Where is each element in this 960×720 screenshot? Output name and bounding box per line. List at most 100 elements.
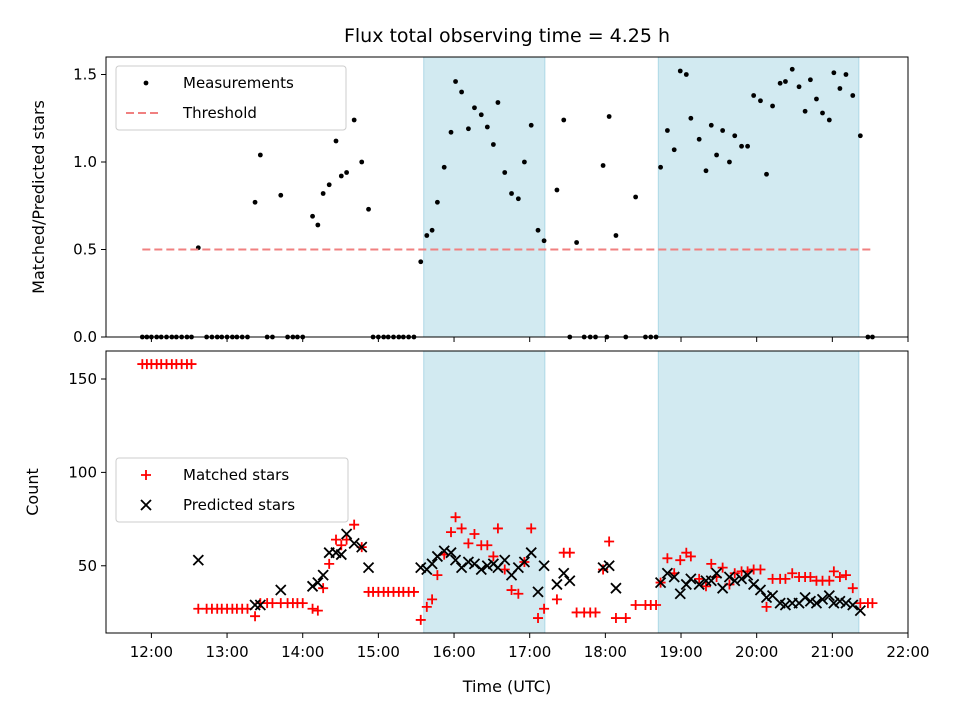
data-point (499, 564, 510, 575)
data-point (515, 196, 521, 202)
data-point (333, 138, 339, 144)
data-point (453, 79, 458, 84)
data-point (843, 72, 849, 77)
data-point (696, 136, 702, 142)
data-point (499, 554, 511, 566)
y-tick-label: 150 (68, 370, 97, 388)
data-point (469, 529, 480, 540)
legend-swatch (140, 499, 152, 511)
x-tick-label: 16:00 (432, 643, 475, 661)
data-point (518, 556, 531, 568)
data-point (590, 607, 601, 618)
y-axis-label: Matched/Predicted stars (29, 100, 48, 294)
x-tick-label: 20:00 (735, 643, 778, 661)
data-point (847, 583, 858, 594)
data-point (495, 100, 501, 105)
data-point (780, 573, 791, 584)
data-point (600, 163, 606, 168)
data-point (535, 227, 541, 233)
data-point (661, 567, 674, 579)
y-tick-label: 50 (78, 557, 97, 575)
data-point (754, 584, 767, 596)
data-point (796, 84, 802, 90)
data-point (312, 605, 323, 616)
x-tick-label: 14:00 (281, 643, 324, 661)
data-point (525, 547, 537, 559)
data-point (312, 576, 324, 589)
data-point (558, 567, 570, 579)
data-point (441, 164, 447, 170)
data-point (847, 599, 859, 611)
observing-window-2 (657, 350, 860, 634)
data-point (429, 227, 435, 233)
data-point (278, 192, 284, 198)
data-point (814, 96, 819, 102)
x-tick-label: 19:00 (659, 643, 702, 661)
data-point (751, 93, 757, 98)
y-tick-label: 1.5 (73, 66, 97, 84)
data-point (717, 562, 728, 573)
data-point (317, 569, 329, 581)
data-point (685, 551, 696, 562)
data-point (450, 512, 461, 523)
data-point (338, 173, 344, 179)
series-measurements (139, 66, 875, 340)
data-point (828, 566, 839, 577)
data-point (665, 128, 670, 133)
data-point (741, 569, 754, 581)
data-point (482, 540, 493, 551)
legend-item: Matched stars (141, 466, 289, 484)
data-point (706, 558, 717, 569)
observing-window-2 (657, 56, 860, 338)
data-point (610, 582, 622, 594)
data-point (438, 545, 450, 557)
legend-item: Threshold (126, 104, 257, 122)
data-point (351, 117, 357, 123)
data-point (478, 112, 484, 118)
data-point (315, 222, 321, 228)
data-point (475, 563, 487, 576)
data-point (533, 613, 544, 624)
data-point (816, 593, 829, 606)
data-point (779, 599, 792, 611)
data-point (700, 575, 712, 587)
legend-item: Measurements (143, 74, 294, 92)
legend-swatch (143, 80, 149, 86)
y-tick-label: 0.5 (73, 241, 97, 259)
data-point (434, 199, 440, 205)
x-tick-label: 12:00 (130, 643, 173, 661)
data-point (326, 182, 332, 188)
data-point (324, 558, 335, 569)
data-point (532, 586, 544, 598)
data-point (783, 79, 788, 84)
data-point (770, 103, 775, 109)
data-point (700, 581, 711, 592)
data-point (186, 359, 197, 370)
data-point (356, 541, 368, 553)
data-point (745, 143, 750, 149)
data-point (799, 591, 811, 604)
data-point (620, 613, 631, 624)
data-point (694, 573, 705, 584)
data-point (867, 598, 878, 609)
data-point (677, 68, 683, 74)
data-point (606, 114, 612, 119)
data-point (466, 126, 471, 132)
legend: Matched stars Predicted stars (115, 457, 349, 523)
data-point (513, 588, 524, 599)
data-point (802, 108, 808, 114)
data-point (408, 586, 419, 597)
data-point (574, 240, 580, 245)
observing-window-1 (423, 350, 546, 634)
y-tick-label: 1.0 (73, 153, 97, 171)
data-point (755, 564, 766, 575)
data-point (683, 72, 689, 77)
data-point (561, 117, 567, 123)
data-point (426, 558, 438, 570)
data-point (331, 534, 342, 545)
x-axis-label: Time (UTC) (462, 677, 551, 696)
legend: Measurements Threshold (115, 65, 347, 131)
data-point (335, 548, 347, 561)
data-point (492, 523, 503, 534)
